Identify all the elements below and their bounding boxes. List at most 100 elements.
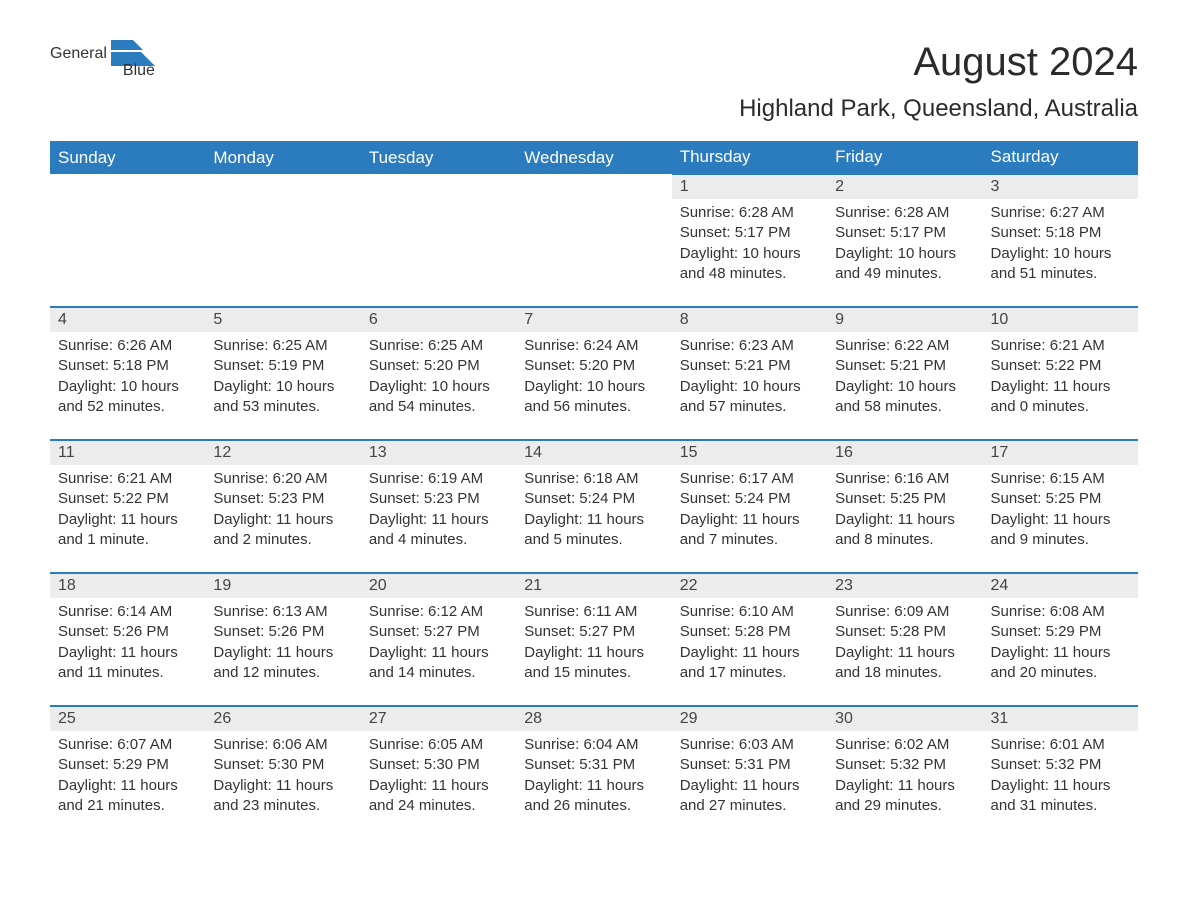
day-day2: and 1 minute.: [58, 530, 197, 550]
calendar-day-cell: 25Sunrise: 6:07 AMSunset: 5:29 PMDayligh…: [50, 706, 205, 838]
day-day1: Daylight: 10 hours: [58, 377, 197, 397]
day-sunset: Sunset: 5:31 PM: [680, 755, 819, 775]
day-sunrise: Sunrise: 6:12 AM: [369, 602, 508, 622]
brand-logo: General Blue: [50, 40, 155, 78]
day-sunset: Sunset: 5:18 PM: [991, 223, 1130, 243]
day-day1: Daylight: 11 hours: [524, 643, 663, 663]
day-sunset: Sunset: 5:19 PM: [213, 356, 352, 376]
day-day2: and 7 minutes.: [680, 530, 819, 550]
day-sunrise: Sunrise: 6:11 AM: [524, 602, 663, 622]
day-day1: Daylight: 10 hours: [213, 377, 352, 397]
calendar-day-cell: 3 Sunrise: 6:27 AMSunset: 5:18 PMDaylight…: [983, 174, 1138, 307]
day-sunset: Sunset: 5:17 PM: [835, 223, 974, 243]
day-day1: Daylight: 11 hours: [835, 776, 974, 796]
calendar-day-cell: 28Sunrise: 6:04 AMSunset: 5:31 PMDayligh…: [516, 706, 671, 838]
day-sunset: Sunset: 5:28 PM: [835, 622, 974, 642]
day-sunrise: Sunrise: 6:04 AM: [524, 735, 663, 755]
day-day1: Daylight: 10 hours: [524, 377, 663, 397]
day-day2: and 53 minutes.: [213, 397, 352, 417]
day-day2: and 49 minutes.: [835, 264, 974, 284]
day-day1: Daylight: 11 hours: [213, 643, 352, 663]
day-day2: and 48 minutes.: [680, 264, 819, 284]
day-day2: and 18 minutes.: [835, 663, 974, 683]
col-saturday: Saturday: [983, 141, 1138, 174]
day-day1: Daylight: 11 hours: [524, 776, 663, 796]
day-day2: and 57 minutes.: [680, 397, 819, 417]
day-sunrise: Sunrise: 6:06 AM: [213, 735, 352, 755]
day-day1: Daylight: 11 hours: [991, 643, 1130, 663]
day-sunset: Sunset: 5:23 PM: [213, 489, 352, 509]
day-day1: Daylight: 11 hours: [369, 510, 508, 530]
day-sunset: Sunset: 5:18 PM: [58, 356, 197, 376]
day-day2: and 58 minutes.: [835, 397, 974, 417]
day-sunset: Sunset: 5:29 PM: [991, 622, 1130, 642]
calendar-day-cell: 13Sunrise: 6:19 AMSunset: 5:23 PMDayligh…: [361, 440, 516, 573]
calendar-day-cell: 7Sunrise: 6:24 AMSunset: 5:20 PMDaylight…: [516, 307, 671, 440]
day-sunrise: Sunrise: 6:19 AM: [369, 469, 508, 489]
day-day2: and 54 minutes.: [369, 397, 508, 417]
day-number: 14: [516, 441, 671, 465]
day-number: 19: [205, 574, 360, 598]
day-sunset: Sunset: 5:24 PM: [524, 489, 663, 509]
calendar-day-cell: .: [361, 174, 516, 307]
day-day1: Daylight: 11 hours: [58, 643, 197, 663]
day-day1: Daylight: 11 hours: [680, 643, 819, 663]
day-sunset: Sunset: 5:20 PM: [524, 356, 663, 376]
day-day2: and 52 minutes.: [58, 397, 197, 417]
day-details: Sunrise: 6:19 AMSunset: 5:23 PMDaylight:…: [361, 465, 516, 572]
day-number: 23: [827, 574, 982, 598]
day-details: Sunrise: 6:22 AMSunset: 5:21 PMDaylight:…: [827, 332, 982, 439]
day-number: 30: [827, 707, 982, 731]
calendar-week-row: 4Sunrise: 6:26 AMSunset: 5:18 PMDaylight…: [50, 307, 1138, 440]
day-details: Sunrise: 6:08 AMSunset: 5:29 PMDaylight:…: [983, 598, 1138, 705]
day-day1: Daylight: 11 hours: [369, 643, 508, 663]
calendar-week-row: 25Sunrise: 6:07 AMSunset: 5:29 PMDayligh…: [50, 706, 1138, 838]
calendar-day-cell: 2Sunrise: 6:28 AMSunset: 5:17 PMDaylight…: [827, 174, 982, 307]
day-number: 2: [827, 175, 982, 199]
day-details: Sunrise: 6:21 AMSunset: 5:22 PMDaylight:…: [50, 465, 205, 572]
day-details: Sunrise: 6:21 AMSunset: 5:22 PMDaylight:…: [983, 332, 1138, 439]
calendar-day-cell: 20 Sunrise: 6:12 AMSunset: 5:27 PMDayligh…: [361, 573, 516, 706]
calendar-day-cell: 6Sunrise: 6:25 AMSunset: 5:20 PMDaylight…: [361, 307, 516, 440]
calendar-day-cell: 24Sunrise: 6:08 AMSunset: 5:29 PMDayligh…: [983, 573, 1138, 706]
day-details: Sunrise: 6:01 AMSunset: 5:32 PMDaylight:…: [983, 731, 1138, 838]
day-day2: and 14 minutes.: [369, 663, 508, 683]
day-sunrise: Sunrise: 6:26 AM: [58, 336, 197, 356]
day-sunset: Sunset: 5:27 PM: [524, 622, 663, 642]
day-sunrise: Sunrise: 6:20 AM: [213, 469, 352, 489]
day-sunrise: Sunrise: 6:27 AM: [991, 203, 1130, 223]
day-day2: and 20 minutes.: [991, 663, 1130, 683]
day-day1: Daylight: 11 hours: [991, 377, 1130, 397]
day-number: 10: [983, 308, 1138, 332]
day-sunset: Sunset: 5:27 PM: [369, 622, 508, 642]
calendar-week-row: 18Sunrise: 6:14 AMSunset: 5:26 PMDayligh…: [50, 573, 1138, 706]
header-row: General Blue August 2024 Highland Park, …: [50, 40, 1138, 137]
calendar-day-cell: 1Sunrise: 6:28 AMSunset: 5:17 PMDaylight…: [672, 174, 827, 307]
day-sunrise: Sunrise: 6:23 AM: [680, 336, 819, 356]
day-day1: Daylight: 10 hours: [991, 244, 1130, 264]
day-details: Sunrise: 6:09 AMSunset: 5:28 PMDaylight:…: [827, 598, 982, 705]
day-sunrise: Sunrise: 6:24 AM: [524, 336, 663, 356]
day-number: 17: [983, 441, 1138, 465]
day-sunrise: Sunrise: 6:01 AM: [991, 735, 1130, 755]
calendar-day-cell: 30Sunrise: 6:02 AMSunset: 5:32 PMDayligh…: [827, 706, 982, 838]
day-day2: and 29 minutes.: [835, 796, 974, 816]
day-day1: Daylight: 11 hours: [835, 643, 974, 663]
day-number: 3: [983, 175, 1138, 199]
day-sunrise: Sunrise: 6:10 AM: [680, 602, 819, 622]
day-number: 20: [361, 574, 516, 598]
calendar-day-cell: 4Sunrise: 6:26 AMSunset: 5:18 PMDaylight…: [50, 307, 205, 440]
day-sunset: Sunset: 5:22 PM: [58, 489, 197, 509]
day-day2: and 11 minutes.: [58, 663, 197, 683]
day-number: 21: [516, 574, 671, 598]
day-details: Sunrise: 6:05 AMSunset: 5:30 PMDaylight:…: [361, 731, 516, 838]
calendar-day-cell: 8Sunrise: 6:23 AMSunset: 5:21 PMDaylight…: [672, 307, 827, 440]
day-sunset: Sunset: 5:28 PM: [680, 622, 819, 642]
day-day1: Daylight: 11 hours: [680, 510, 819, 530]
day-day2: and 15 minutes.: [524, 663, 663, 683]
day-sunset: Sunset: 5:20 PM: [369, 356, 508, 376]
day-day2: and 17 minutes.: [680, 663, 819, 683]
calendar-day-cell: 31Sunrise: 6:01 AMSunset: 5:32 PMDayligh…: [983, 706, 1138, 838]
day-number: 28: [516, 707, 671, 731]
brand-word-1: General: [50, 48, 107, 61]
